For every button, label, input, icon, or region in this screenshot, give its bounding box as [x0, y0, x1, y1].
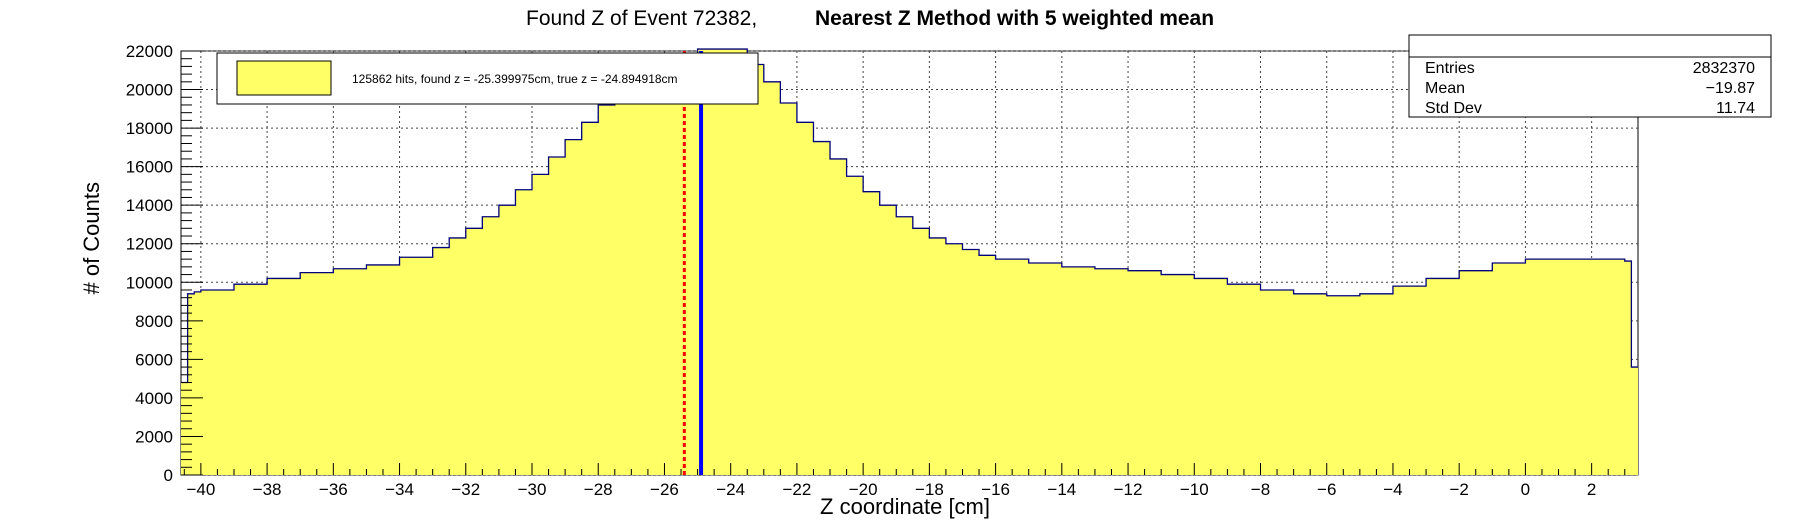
stats-label-stddev: Std Dev — [1425, 100, 1482, 117]
x-tick-label-8: −24 — [716, 480, 745, 499]
y-tick-label-4: 8000 — [135, 312, 173, 331]
x-tick-label-15: −10 — [1180, 480, 1209, 499]
stats-value-mean: −19.87 — [1706, 80, 1755, 97]
y-tick-label-11: 22000 — [126, 42, 173, 61]
x-tick-label-20: 0 — [1521, 480, 1530, 499]
y-tick-label-8: 16000 — [126, 158, 173, 177]
x-tick-label-16: −8 — [1251, 480, 1270, 499]
stats-label-entries: Entries — [1425, 60, 1475, 77]
y-axis-title: # of Counts — [79, 182, 104, 295]
y-tick-label-0: 0 — [164, 466, 173, 485]
stats-frame — [1408, 34, 1772, 118]
x-tick-label-13: −14 — [1047, 480, 1076, 499]
y-tick-label-7: 14000 — [126, 196, 173, 215]
x-tick-label-5: −30 — [518, 480, 547, 499]
y-tick-label-5: 10000 — [126, 273, 173, 292]
histogram-series — [181, 48, 1638, 476]
stats-value-entries: 2832370 — [1693, 60, 1755, 77]
stats-box: Entries 2832370 Mean −19.87 Std Dev 11.7… — [1408, 34, 1772, 118]
histogram-fill — [181, 49, 1638, 476]
stats-label-mean: Mean — [1425, 80, 1465, 97]
histogram-outline — [181, 48, 1638, 384]
y-tick-label-2: 4000 — [135, 389, 173, 408]
x-axis-title: Z coordinate [cm] — [820, 494, 990, 519]
legend: 125862 hits, found z = -25.399975cm, tru… — [216, 52, 759, 105]
x-tick-label-14: −12 — [1114, 480, 1143, 499]
x-tick-label-11: −18 — [915, 480, 944, 499]
x-tick-label-19: −2 — [1449, 480, 1468, 499]
legend-entry-text: 125862 hits, found z = -25.399975cm, tru… — [352, 72, 678, 86]
x-tick-label-10: −20 — [849, 480, 878, 499]
x-tick-label-21: 2 — [1587, 480, 1596, 499]
chart-title-part2: Nearest Z Method with 5 weighted mean — [815, 7, 1214, 30]
chart-title-part1: Found Z of Event 72382, — [526, 7, 757, 30]
x-tick-label-17: −6 — [1317, 480, 1336, 499]
axes: −40 −38 −36 −34 −32 −30 −28 −26 −24 −22 −20 −18 −16−… — [126, 42, 1626, 499]
y-tick-label-10: 20000 — [126, 81, 173, 100]
x-tick-label-3: −34 — [385, 480, 414, 499]
x-tick-label-12: −16 — [981, 480, 1010, 499]
y-tick-label-3: 6000 — [135, 350, 173, 369]
stats-value-stddev: 11.74 — [1716, 100, 1755, 117]
x-tick-label-1: −38 — [253, 480, 282, 499]
legend-swatch — [236, 60, 332, 96]
x-tick-label-18: −4 — [1383, 480, 1402, 499]
x-tick-label-6: −28 — [584, 480, 613, 499]
x-tick-label-9: −22 — [782, 480, 811, 499]
x-tick-label-4: −32 — [451, 480, 480, 499]
x-tick-label-0: −40 — [186, 480, 215, 499]
x-tick-label-2: −36 — [319, 480, 348, 499]
x-tick-label-7: −26 — [650, 480, 679, 499]
y-tick-label-1: 2000 — [135, 427, 173, 446]
y-tick-label-6: 12000 — [126, 235, 173, 254]
z-marker-lines — [682, 51, 704, 475]
y-tick-label-9: 18000 — [126, 119, 173, 138]
